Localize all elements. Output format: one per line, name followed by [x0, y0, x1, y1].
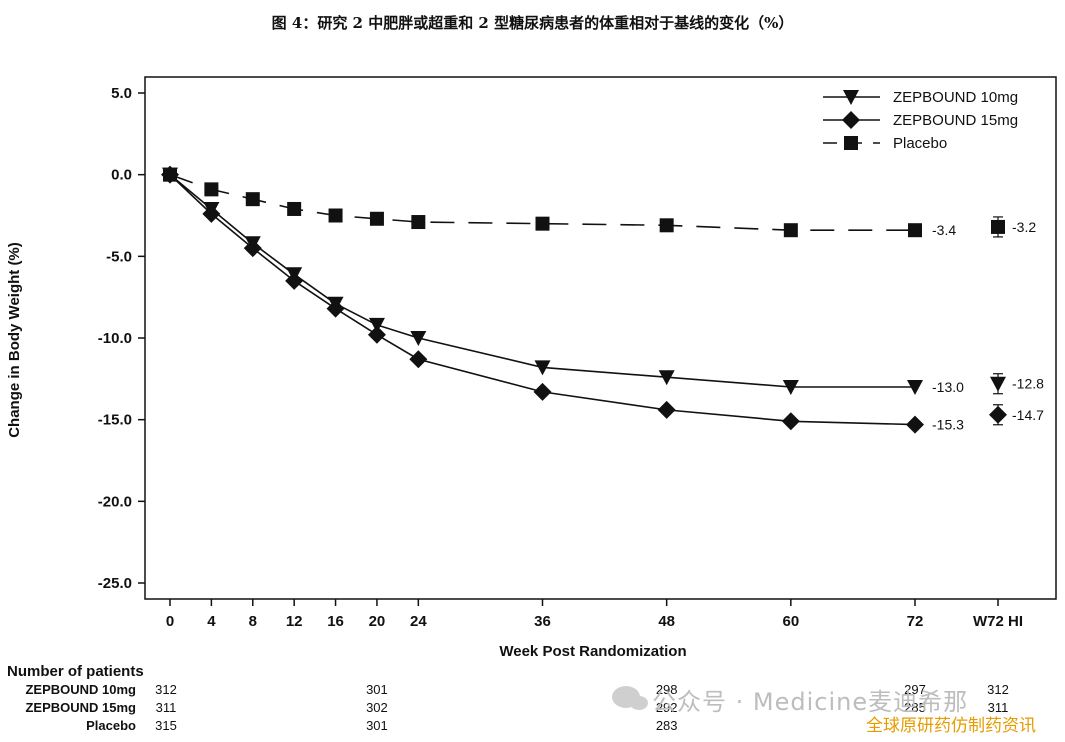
y-tick-label: -15.0	[98, 412, 132, 429]
legend-entry: Placebo	[893, 135, 947, 152]
legend-marker	[844, 136, 858, 150]
hi-point	[990, 376, 1006, 392]
patients-count: 298	[656, 682, 678, 697]
x-tick-label: 8	[249, 613, 257, 630]
patients-count: 311	[156, 700, 177, 715]
series-placebo: -3.4 -3.2	[163, 167, 1036, 238]
data-point	[409, 350, 428, 369]
hi-point	[991, 219, 1005, 234]
data-point	[328, 208, 343, 223]
data-point	[287, 201, 302, 216]
data-point	[534, 360, 551, 376]
patients-table: Number of patients ZEPBOUND 10mg 312 301 298…	[7, 663, 1009, 733]
legend-entry: ZEPBOUND 15mg	[893, 112, 1018, 129]
hi-value-label: -14.7	[1012, 407, 1044, 423]
x-tick-label: 36	[534, 613, 551, 630]
data-point	[204, 182, 219, 197]
data-point	[533, 382, 552, 401]
data-point	[410, 331, 427, 346]
x-tick-label: 0	[166, 613, 174, 630]
legend-marker	[842, 111, 860, 129]
y-tick-label: -5.0	[106, 248, 132, 265]
patients-row-name: Placebo	[86, 718, 136, 733]
x-tick-label: 24	[410, 613, 427, 630]
patients-count: 312	[155, 682, 177, 697]
hi-point	[989, 405, 1007, 424]
y-tick-label: -10.0	[98, 330, 132, 347]
legend-marker	[843, 90, 859, 105]
end-value-label: -13.0	[932, 379, 964, 395]
data-point	[285, 271, 304, 290]
patients-count: 285	[904, 700, 926, 715]
x-tick-label: 4	[207, 613, 216, 630]
x-tick-label: 60	[782, 613, 799, 630]
x-tick-label: 20	[369, 613, 386, 630]
data-point	[368, 317, 385, 333]
end-value-label: -3.4	[932, 222, 956, 238]
wechat-icon	[612, 686, 648, 710]
data-point	[907, 380, 923, 395]
hi-value-label: -3.2	[1012, 219, 1036, 235]
data-point	[369, 211, 384, 226]
patients-count: 302	[366, 700, 388, 715]
y-tick-label: 0.0	[111, 167, 132, 184]
data-point	[781, 412, 800, 431]
patients-count: 292	[656, 700, 678, 715]
data-point	[326, 299, 345, 318]
data-point	[783, 223, 798, 238]
data-point	[908, 223, 922, 238]
data-point	[906, 415, 924, 434]
data-point	[782, 380, 799, 395]
end-value-label: -15.3	[932, 417, 964, 433]
patients-count: 301	[366, 718, 388, 733]
legend-entry: ZEPBOUND 10mg	[893, 89, 1018, 106]
patients-title: Number of patients	[7, 663, 144, 680]
legend: ZEPBOUND 10mg ZEPBOUND 15mg Placebo	[823, 89, 1018, 152]
patients-row-name: ZEPBOUND 10mg	[25, 682, 136, 697]
patients-count: 301	[366, 682, 388, 697]
hi-value-label: -12.8	[1012, 376, 1044, 392]
data-point	[535, 216, 550, 231]
y-tick-label: -20.0	[98, 493, 132, 510]
patients-count: 283	[656, 718, 678, 733]
data-point	[243, 239, 262, 258]
x-tick-label: 16	[327, 613, 344, 630]
watermark-line2: 全球原研药仿制药资讯	[866, 716, 1036, 736]
data-point	[658, 370, 675, 386]
watermark-text: 公众号 · Medicine麦迪希那	[652, 688, 969, 716]
figure-title: 图 4：研究 2 中肥胖或超重和 2 型糖尿病患者的体重相对于基线的变化（%）	[271, 14, 794, 32]
data-point	[202, 204, 221, 223]
plot-frame	[144, 76, 1057, 600]
data-point	[411, 215, 426, 230]
x-tick-label: 48	[658, 613, 675, 630]
y-axis-label: Change in Body Weight (%)	[6, 242, 23, 438]
plot-border	[144, 76, 1057, 600]
y-tick-label: -25.0	[98, 575, 132, 592]
patients-count: 297	[904, 682, 926, 697]
patients-count: 311	[988, 700, 1009, 715]
x-tick-label: W72 HI	[973, 613, 1023, 630]
x-axis-label: Week Post Randomization	[499, 643, 686, 660]
data-point	[659, 218, 674, 233]
patients-row-name: ZEPBOUND 15mg	[25, 700, 136, 715]
x-tick-label: 72	[907, 613, 924, 630]
patients-count: 312	[987, 682, 1009, 697]
axis-ticks: 5.00.0-5.0-10.0-15.0-20.0-25.00 4 8 12 16 20 2…	[98, 85, 1023, 630]
y-tick-label: 5.0	[111, 85, 132, 102]
series-zepbound-15mg: -15.3 -14.7	[161, 165, 1044, 434]
x-tick-label: 12	[286, 613, 303, 630]
data-point	[245, 192, 260, 207]
data-point	[657, 400, 676, 419]
data-point	[163, 167, 177, 182]
patients-count: 315	[155, 718, 177, 733]
watermark-line1: 公众号 · Medicine麦迪希那	[612, 682, 968, 717]
data-point	[367, 325, 386, 344]
series-layer: -13.0 -12.8 -15.3 -14.7 -3.4 -3.2	[161, 165, 1044, 434]
